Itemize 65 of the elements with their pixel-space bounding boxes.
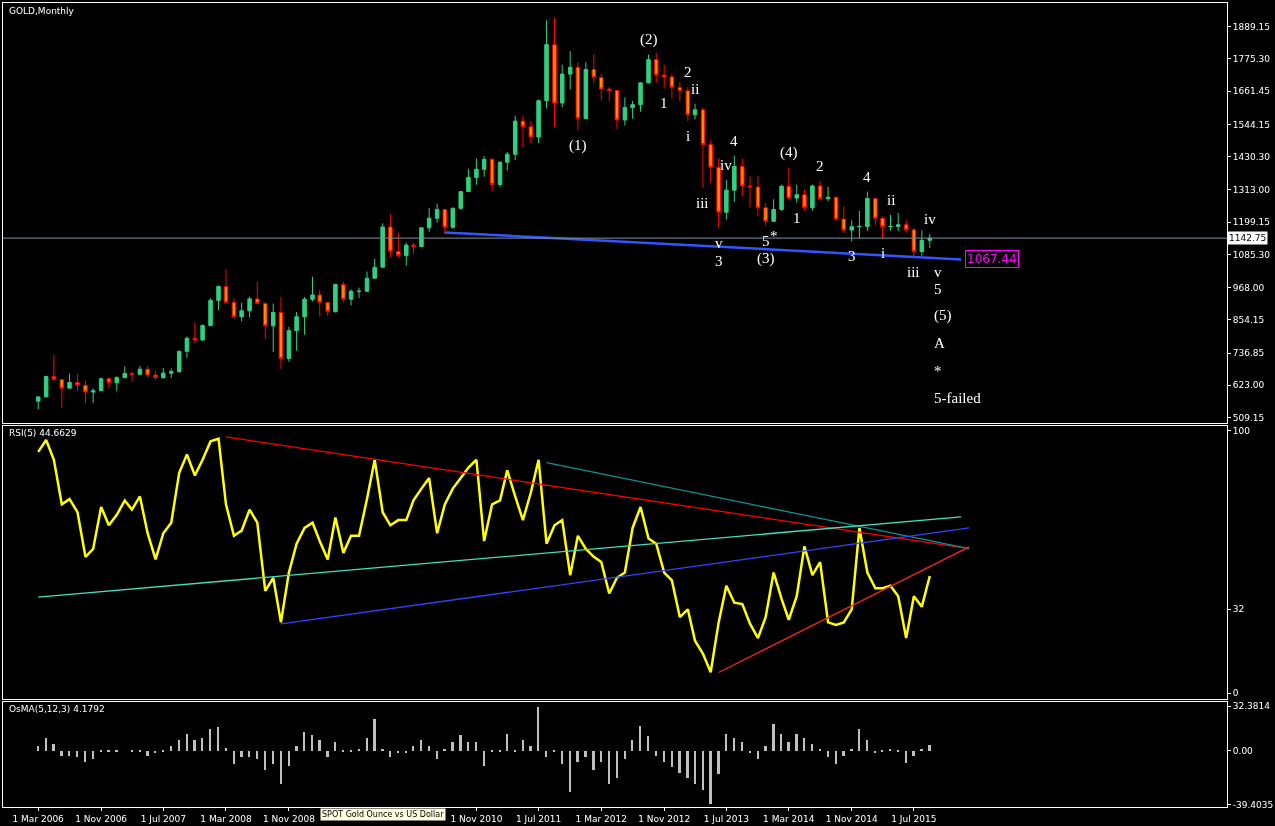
- chart-title: RSI(5) 44.6629: [9, 428, 77, 438]
- x-tick-label: 1 Jul 2011: [515, 813, 562, 824]
- y-tick-label: 1085.30: [1232, 249, 1271, 260]
- annotation: 3: [715, 253, 723, 269]
- y-tick-label: 1661.45: [1232, 86, 1271, 97]
- annotation: i: [686, 128, 691, 144]
- y-tick-label: 968.00: [1232, 282, 1265, 293]
- annotation: iv: [720, 157, 733, 173]
- x-tick-label: 1 Nov 2012: [638, 813, 691, 824]
- y-tick-label: 0.00: [1232, 745, 1254, 756]
- annotation: iii: [907, 264, 920, 280]
- annotation: (4): [780, 144, 798, 161]
- annotation: *: [934, 363, 942, 379]
- y-tick-label: 1199.15: [1232, 217, 1271, 228]
- annotation: 1: [793, 210, 801, 226]
- y-tick-label: 100: [1232, 426, 1251, 437]
- x-tick-label: 1 Jul 2013: [703, 813, 749, 824]
- annotation: 2: [684, 64, 692, 80]
- y-tick-label: 1889.15: [1232, 21, 1271, 32]
- y-tick-label: 623.00: [1232, 380, 1265, 391]
- y-tick-label: 32.3814: [1232, 701, 1271, 712]
- annotation: 5: [762, 233, 770, 249]
- annotation: 4: [863, 169, 871, 185]
- y-tick-label: 1775.30: [1232, 54, 1271, 65]
- x-tick-label: 1 Nov 2014: [825, 813, 878, 824]
- annotation: iv: [924, 211, 937, 227]
- annotation: 2: [816, 158, 824, 174]
- annotation: i: [881, 245, 886, 261]
- ref-line-label: 1142.75: [1229, 233, 1267, 243]
- annotation: (3): [757, 250, 775, 267]
- x-tick-label: 1 Nov 2006: [75, 813, 128, 824]
- annotation: ii: [691, 81, 700, 97]
- annotation: (2): [640, 31, 658, 48]
- annotation: iii: [696, 195, 709, 211]
- annotation: 1: [660, 95, 668, 111]
- y-tick-label: 854.15: [1232, 315, 1265, 325]
- text: SPOT Gold Ounce vs US Dollar: [322, 810, 445, 819]
- y-tick-label: 1313.00: [1232, 185, 1271, 196]
- annotation: A: [934, 335, 945, 351]
- annotation: 5-failed: [934, 390, 982, 406]
- annotation: *: [770, 228, 778, 244]
- chart-title: OsMA(5,12,3) 4.1792: [9, 704, 105, 714]
- y-tick-label: 1544.15: [1232, 119, 1271, 130]
- y-tick-label: 736.85: [1232, 348, 1265, 359]
- x-tick-label: 1 Nov 2010: [450, 813, 503, 824]
- annotation: 5: [934, 281, 942, 297]
- y-tick-label: 32: [1232, 604, 1245, 615]
- x-tick-label: 1 Mar 2008: [200, 813, 252, 824]
- x-tick-label: 1 Mar 2014: [763, 813, 815, 824]
- x-tick-label: 1 Nov 2008: [262, 813, 316, 824]
- chart-title: GOLD,Monthly: [9, 6, 75, 16]
- annotation: ii: [887, 192, 896, 208]
- y-tick-label: -39.4035: [1232, 799, 1274, 810]
- x-tick-label: 1 Mar 2012: [575, 813, 627, 824]
- annotation: (1): [569, 137, 587, 154]
- x-tick-label: 1 Jul 2015: [891, 813, 937, 824]
- y-tick-label: 1430.30: [1232, 151, 1271, 162]
- x-tick-label: 1 Mar 2006: [12, 813, 65, 824]
- annotation: v: [934, 264, 942, 280]
- y-tick-label: 0: [1232, 688, 1239, 699]
- annotation: 4: [730, 133, 738, 149]
- y-tick-label: 509.15: [1232, 412, 1265, 423]
- x-tick-label: 1 Jul 2007: [140, 813, 186, 824]
- annotation: (5): [934, 307, 952, 324]
- annotation: 1067.44: [967, 252, 1017, 266]
